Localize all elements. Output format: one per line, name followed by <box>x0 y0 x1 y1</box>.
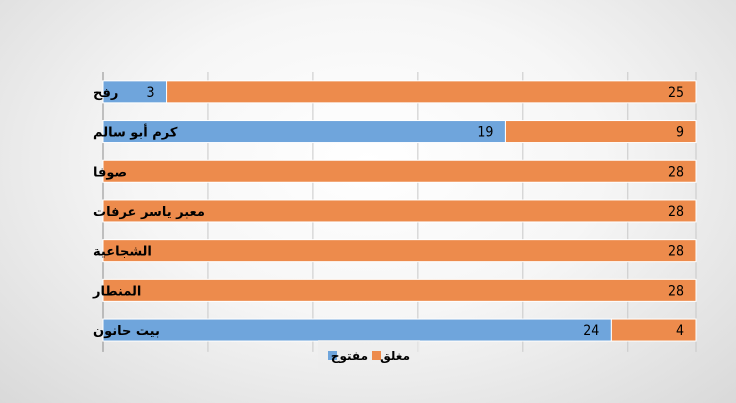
bar-closed <box>102 278 697 302</box>
bars <box>102 80 697 342</box>
category-label: الشجاعية <box>93 245 152 260</box>
data-label-closed: 25 <box>668 85 684 101</box>
data-label-closed: 28 <box>668 244 684 260</box>
category-label: كرم أبو سالم <box>93 124 178 141</box>
category-label: المنطار <box>92 284 141 299</box>
category-labels: رفح كرم أبو سالم صوفا معبر ياسر عرفات الشجاع… <box>92 86 205 339</box>
data-label-closed: 9 <box>676 125 684 141</box>
bar-closed <box>504 120 697 144</box>
data-label-open: 19 <box>477 125 493 141</box>
data-labels: 25 3 9 19 28 28 28 28 4 24 <box>147 85 684 339</box>
bar-closed <box>102 239 697 263</box>
category-label: بيت حانون <box>93 324 160 339</box>
legend-label: مفتوح <box>331 349 368 364</box>
data-label-open: 3 <box>147 85 155 101</box>
bar-closed <box>102 159 697 183</box>
data-label-closed: 28 <box>668 204 684 220</box>
legend-swatch <box>328 351 337 360</box>
bar-closed <box>166 80 697 104</box>
category-label: رفح <box>93 86 118 101</box>
data-label-closed: 4 <box>676 323 684 339</box>
category-label: صوفا <box>93 165 127 180</box>
legend-swatch <box>372 351 381 360</box>
bar-closed <box>102 199 697 223</box>
category-label: معبر ياسر عرفات <box>93 205 205 220</box>
bar-open <box>102 318 612 342</box>
data-label-closed: 28 <box>668 164 684 180</box>
legend-label: مغلق <box>380 349 410 363</box>
bar-open <box>102 120 506 144</box>
bar-open <box>102 80 168 104</box>
data-label-open: 24 <box>583 323 599 339</box>
data-label-closed: 28 <box>668 283 684 299</box>
legend: مغلق مفتوح <box>318 340 420 370</box>
